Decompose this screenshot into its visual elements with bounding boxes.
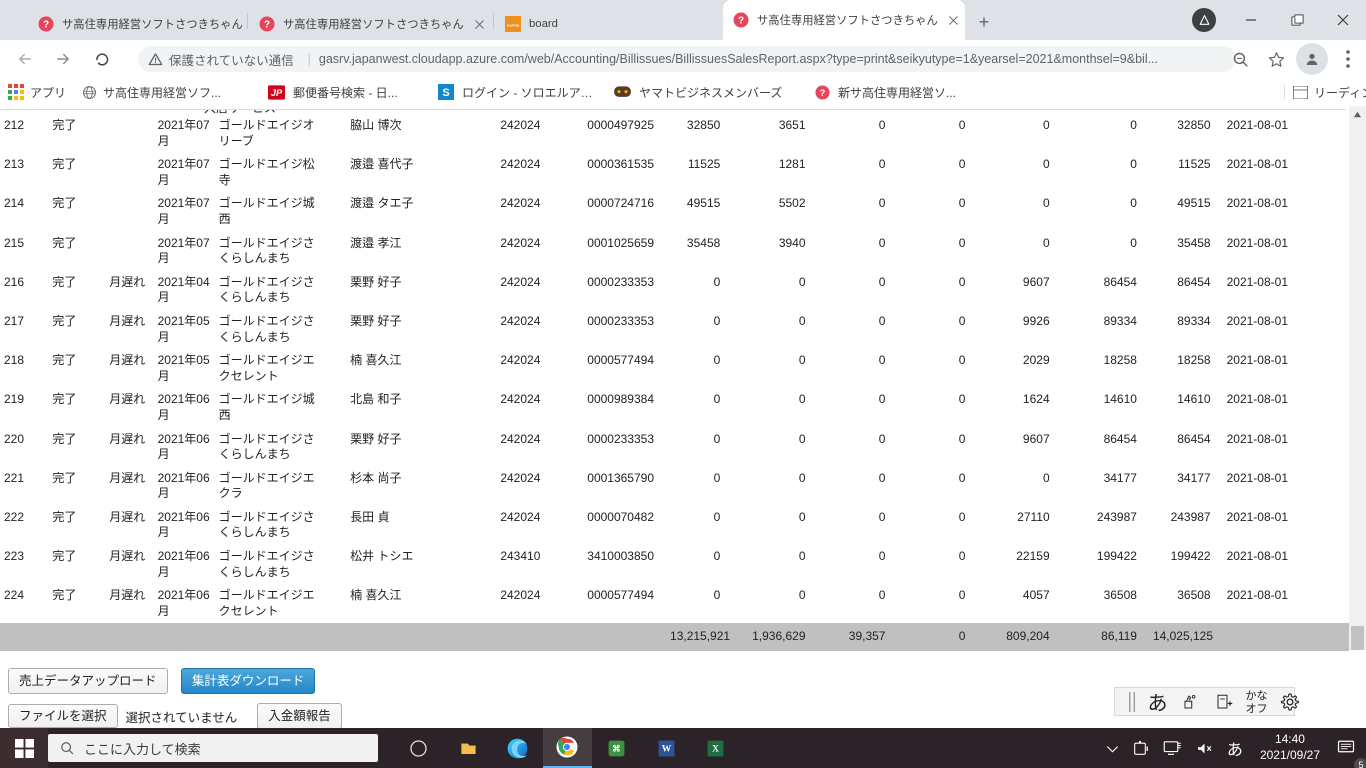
svg-text:norma: norma (507, 23, 520, 28)
svg-text:?: ? (820, 87, 826, 97)
svg-text:S: S (442, 87, 449, 99)
svg-text:?: ? (264, 20, 270, 31)
svg-text:W: W (662, 744, 672, 754)
svg-text:⌘: ⌘ (612, 743, 621, 753)
svg-text:?: ? (43, 20, 49, 31)
svg-text:JP: JP (271, 88, 283, 98)
svg-text:X: X (712, 744, 719, 754)
svg-text:?: ? (738, 16, 744, 27)
